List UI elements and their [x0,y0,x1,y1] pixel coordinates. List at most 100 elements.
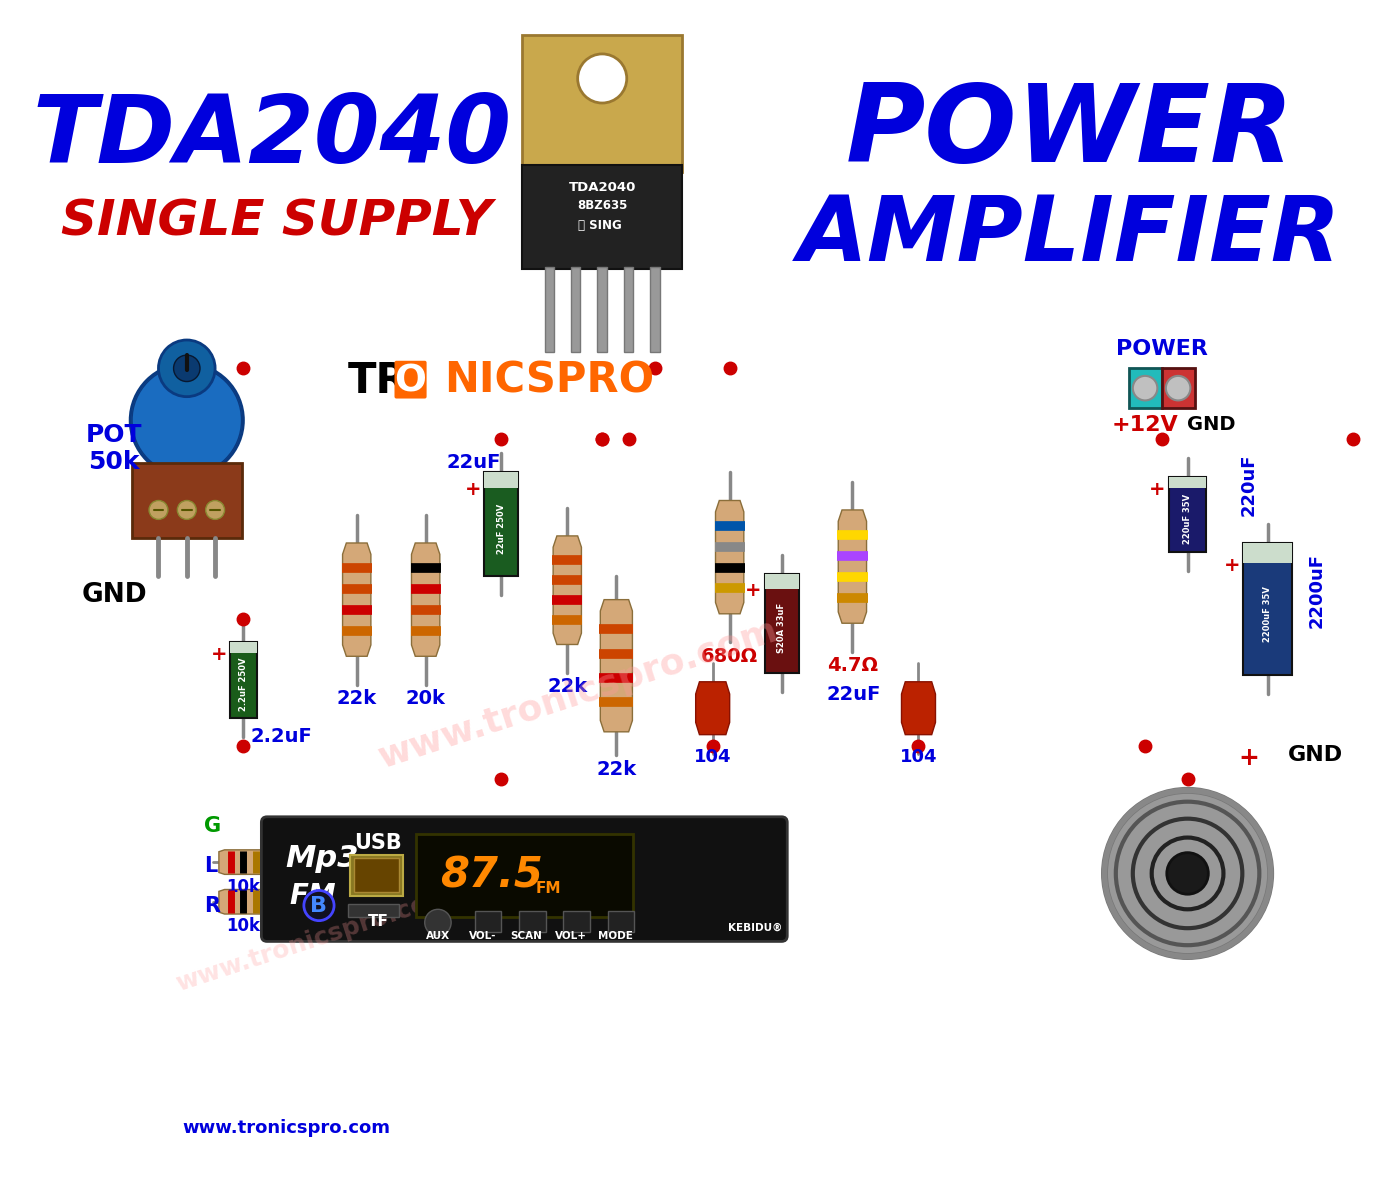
Circle shape [1133,376,1158,400]
Bar [1128,368,1162,408]
Text: L: L [204,856,217,876]
Bar [764,573,798,673]
Bar [350,855,403,896]
Text: 104: 104 [694,748,731,767]
Bar [651,267,659,353]
Text: POWER: POWER [1116,339,1208,360]
Text: 680Ω: 680Ω [701,647,759,666]
Text: TDA2040: TDA2040 [32,91,511,183]
Bar [484,472,518,576]
Bar [624,267,633,353]
Text: FM: FM [288,882,336,910]
Text: GND: GND [81,582,147,608]
Text: NICSPRO: NICSPRO [445,360,655,401]
Bar [416,833,633,916]
Bar [354,858,399,893]
Text: 22k: 22k [596,760,637,779]
Text: KEBIDU®: KEBIDU® [728,923,783,933]
Text: www.tronicspro.com: www.tronicspro.com [374,614,783,775]
Text: Mp3: Mp3 [286,844,358,872]
Circle shape [178,501,196,520]
Circle shape [158,339,216,396]
Circle shape [1166,852,1208,894]
Text: +: + [465,480,482,499]
Bar [764,573,798,589]
Text: 4.7Ω: 4.7Ω [827,656,878,675]
Bar [1243,542,1292,563]
Text: 22uF 250V: 22uF 250V [497,503,505,554]
Text: S20A 33uF: S20A 33uF [777,603,785,653]
Text: www.tronicspro.com: www.tronicspro.com [182,1119,391,1137]
Text: 2.2uF: 2.2uF [251,726,312,747]
Text: GND: GND [1288,745,1343,766]
Text: AMPLIFIER: AMPLIFIER [798,192,1341,280]
Text: +: + [1224,556,1240,575]
Polygon shape [839,510,867,623]
Text: SINGLE SUPPLY: SINGLE SUPPLY [62,198,491,246]
Circle shape [578,53,627,103]
Text: USB: USB [354,833,402,853]
Circle shape [1105,791,1271,957]
Text: B: B [311,895,328,915]
Text: VOL+: VOL+ [554,931,587,941]
Circle shape [206,501,224,520]
Text: FM: FM [536,881,561,896]
Text: VOL-: VOL- [469,931,496,941]
Bar [1169,477,1207,552]
Bar [522,165,682,269]
Text: 10k: 10k [227,918,260,935]
Bar [563,912,589,932]
Bar [475,912,501,932]
Bar [571,267,581,353]
Circle shape [424,909,451,935]
Bar [1169,477,1207,488]
Bar [522,36,682,172]
Bar [608,912,634,932]
Text: POT
50k: POT 50k [85,423,143,475]
Text: 220uF: 220uF [1239,453,1257,515]
Text: MUSIC SPEAKERS: MUSIC SPEAKERS [430,800,620,819]
Text: 22uF: 22uF [447,453,501,472]
Text: 10k: 10k [227,877,260,896]
Circle shape [144,396,230,482]
FancyBboxPatch shape [262,817,787,941]
Text: 22uF: 22uF [827,685,881,704]
Text: +: + [1239,747,1260,770]
Text: +: + [1149,480,1166,499]
Text: SCAN: SCAN [511,931,543,941]
Text: 2200uF: 2200uF [1308,553,1326,628]
Bar [349,903,399,916]
Circle shape [174,355,200,381]
Text: +: + [210,646,227,665]
Text: www.tronicspro.com: www.tronicspro.com [172,883,456,996]
Polygon shape [343,542,371,656]
Polygon shape [902,681,935,735]
Circle shape [132,366,242,475]
Bar [484,472,518,488]
Circle shape [148,501,168,520]
Text: 22k: 22k [547,678,588,697]
Bar [598,267,608,353]
Text: TF: TF [368,914,389,929]
Polygon shape [218,889,267,914]
Bar [230,642,256,654]
Polygon shape [601,599,633,732]
Text: +: + [745,580,762,599]
Polygon shape [715,501,743,614]
Bar [1162,368,1196,408]
Text: 220uF 35V: 220uF 35V [1183,494,1191,545]
Text: 8BZ635: 8BZ635 [577,199,627,212]
Text: POWER: POWER [846,80,1294,185]
Text: TR: TR [347,360,407,401]
Circle shape [1166,376,1190,400]
Text: 87.5: 87.5 [441,855,543,896]
Text: 104: 104 [900,748,937,767]
Text: O: O [395,363,427,400]
Text: MODE: MODE [598,931,633,941]
Text: AUX: AUX [426,931,449,941]
Bar [230,642,256,718]
Text: 2200uF 35V: 2200uF 35V [1263,586,1273,642]
Text: 22k: 22k [336,690,377,709]
Polygon shape [218,850,267,875]
Text: +12V: +12V [1112,415,1179,434]
